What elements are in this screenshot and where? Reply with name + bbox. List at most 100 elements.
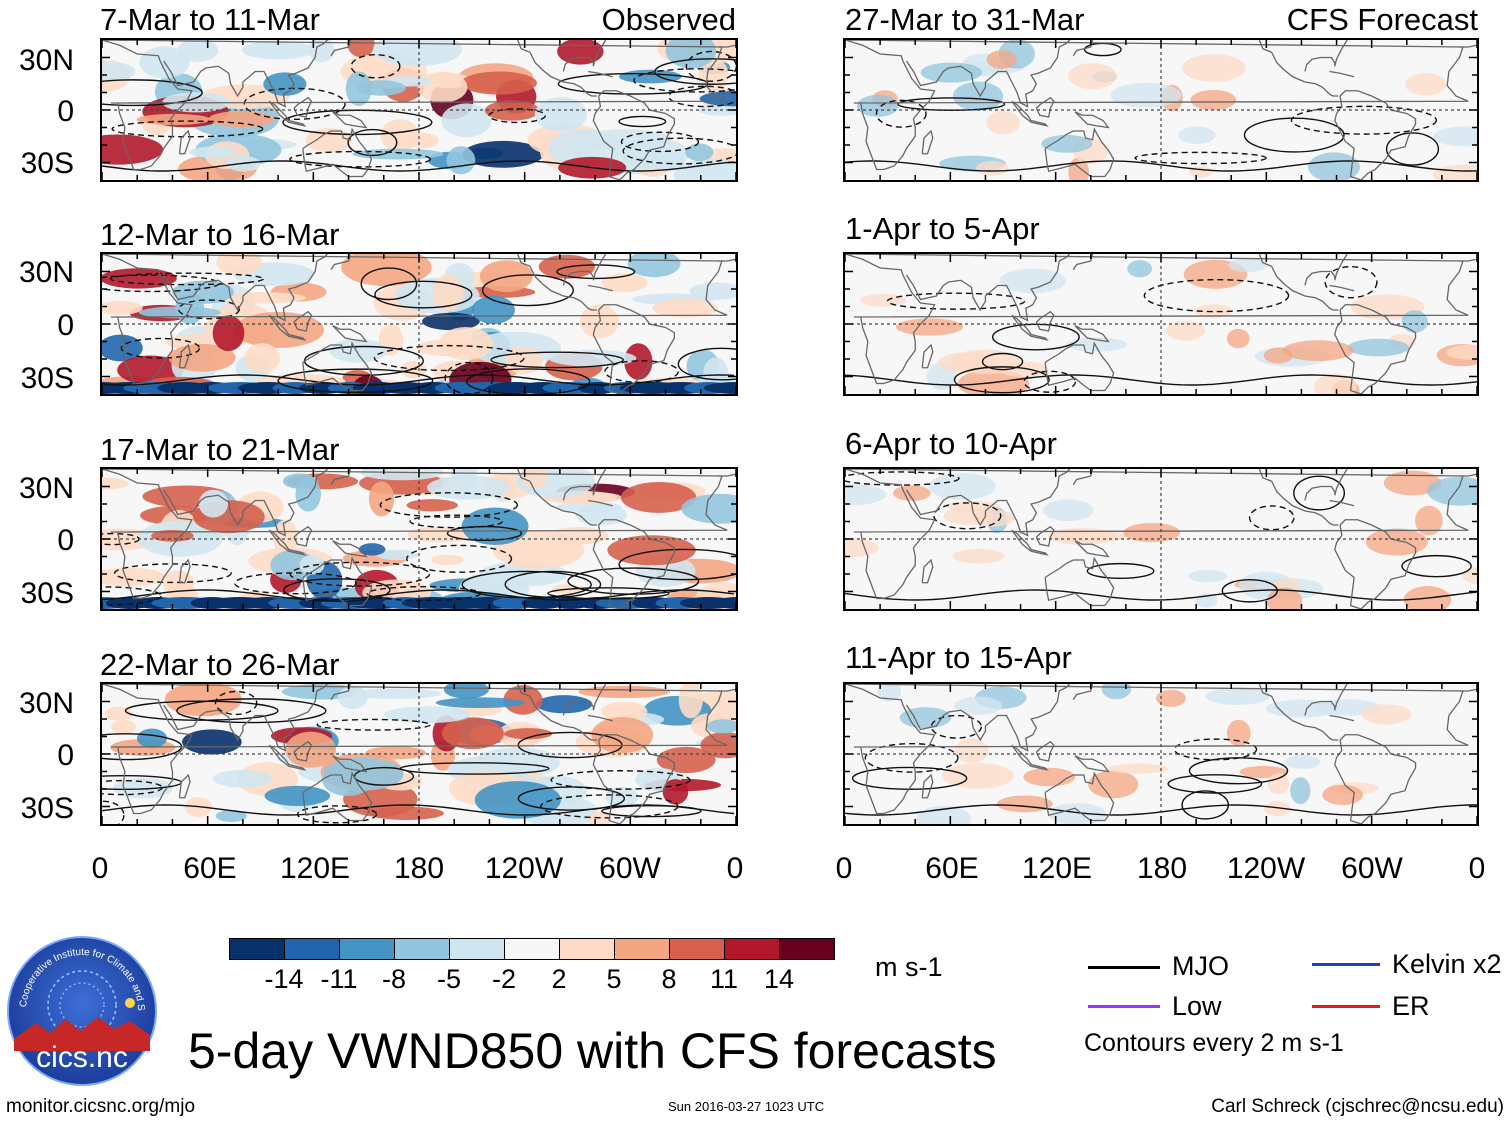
- mjo-contour: [620, 131, 700, 153]
- anomaly-shading: [621, 138, 689, 171]
- anomaly-shading: [264, 785, 331, 806]
- contour-note: Contours every 2 m s-1: [1084, 1029, 1344, 1057]
- map-panel-1: [100, 38, 738, 182]
- figure-title: 5-day VWND850 with CFS forecasts: [188, 1023, 997, 1079]
- map-panel-3: [100, 467, 738, 611]
- coastline: [1329, 499, 1355, 507]
- anomaly-shading: [954, 696, 1003, 715]
- anomaly-shading: [1415, 505, 1443, 536]
- mjo-contour: [557, 72, 709, 95]
- anomaly-shading: [1433, 126, 1477, 147]
- anomaly-shading: [1182, 53, 1246, 82]
- coastline: [1011, 314, 1049, 341]
- mjo-contour: [981, 352, 1024, 371]
- coastline: [102, 40, 728, 171]
- coastline: [102, 684, 728, 815]
- anomaly-shading: [460, 71, 537, 95]
- anomaly-shading: [1432, 164, 1477, 180]
- coastline: [905, 40, 1071, 108]
- anomaly-shading: [1282, 340, 1354, 361]
- legend-line-kelvin: [1312, 963, 1380, 966]
- anomaly-shading: [547, 527, 609, 545]
- lat-tick-30n-3: 30N: [18, 472, 74, 505]
- mjo-contour: [102, 800, 125, 824]
- anomaly-shading: [952, 548, 1005, 564]
- colorbar-swatch: [779, 938, 835, 960]
- coastline: [592, 734, 676, 824]
- anomaly-shading: [548, 349, 637, 367]
- mjo-contour: [550, 770, 691, 790]
- colorbar-tick-label: -11: [320, 964, 358, 994]
- anomaly-shading: [578, 685, 671, 699]
- coastline: [1035, 96, 1055, 118]
- coastline: [302, 127, 373, 178]
- lon-tick-left-180: 180: [393, 852, 445, 885]
- anomaly-shading: [406, 499, 458, 512]
- footer-url: monitor.cicsnc.org/mjo: [6, 1096, 196, 1117]
- anomaly-shading: [950, 349, 1021, 375]
- coastline: [178, 558, 191, 584]
- anomaly-shading: [282, 473, 318, 489]
- anomaly-shading: [1446, 344, 1477, 360]
- anomaly-shading: [136, 728, 168, 748]
- panel-title-7: 6-Apr to 10-Apr: [845, 426, 1057, 461]
- mjo-contour: [1086, 562, 1155, 580]
- coastline: [1459, 473, 1477, 477]
- mjo-contour: [102, 589, 735, 601]
- map-panel-8: [843, 682, 1479, 826]
- colorbar-swatch: [449, 938, 505, 960]
- anomaly-shading: [1313, 373, 1357, 394]
- colorbar-swatch: [504, 938, 560, 960]
- anomaly-shading: [1266, 587, 1303, 609]
- anomaly-shading: [715, 597, 736, 609]
- anomaly-shading: [504, 728, 553, 740]
- anomaly-shading: [347, 40, 375, 58]
- panel-title-1: 7-Mar to 11-Mar: [100, 2, 320, 37]
- coastline: [1258, 254, 1339, 311]
- anomaly-shading: [113, 778, 173, 799]
- mjo-contour: [282, 109, 433, 136]
- coastline: [1044, 341, 1115, 392]
- mjo-contour: [953, 366, 1050, 394]
- anomaly-shading: [503, 685, 543, 715]
- coastline: [592, 519, 676, 609]
- lon-tick-left-120e: 120E: [279, 852, 351, 885]
- anomaly-shading: [1401, 310, 1428, 333]
- coastline: [1304, 469, 1348, 501]
- coastline: [845, 40, 1469, 171]
- anomaly-shading: [198, 489, 229, 518]
- anomaly-shading: [1107, 763, 1168, 774]
- coastline: [517, 684, 597, 741]
- coastline: [293, 525, 313, 547]
- legend-label-low: Low: [1172, 991, 1222, 1021]
- mjo-contour: [1401, 554, 1472, 578]
- mjo-contour: [933, 502, 1002, 530]
- coastline: [293, 740, 313, 762]
- anomaly-shading: [986, 50, 1017, 69]
- anomaly-shading: [1405, 73, 1447, 96]
- footer-timestamp: Sun 2016-03-27 1023 UTC: [668, 1099, 825, 1114]
- anomaly-shading: [427, 475, 510, 500]
- mjo-contour: [111, 120, 264, 138]
- lat-tick-30n-1: 30N: [18, 44, 74, 77]
- anomaly-shading: [352, 148, 444, 160]
- coastline: [1304, 254, 1348, 286]
- mjo-contour: [991, 323, 1080, 351]
- anomaly-shading: [535, 695, 593, 714]
- anomaly-shading: [534, 97, 588, 132]
- mjo-contour: [465, 368, 591, 394]
- mjo-contour: [864, 742, 959, 773]
- coastline: [845, 254, 1469, 385]
- anomaly-shading: [1365, 528, 1428, 556]
- colorbar-tick-label: -8: [381, 964, 406, 994]
- anomaly-shading: [407, 132, 439, 149]
- anomaly-shading: [1190, 89, 1237, 111]
- anomaly-shading: [681, 493, 736, 524]
- legend-label-mjo: MJO: [1172, 951, 1229, 981]
- anomaly-shading: [446, 146, 476, 175]
- anomaly-shading: [1068, 62, 1117, 90]
- colorbar-tick-label: 2: [551, 964, 567, 994]
- lon-tick-right-60e: 60E: [925, 852, 979, 885]
- anomaly-shading: [474, 781, 561, 819]
- colorbar: -14 -11 -8 -5 -2 2 5 8 11 14: [229, 938, 835, 998]
